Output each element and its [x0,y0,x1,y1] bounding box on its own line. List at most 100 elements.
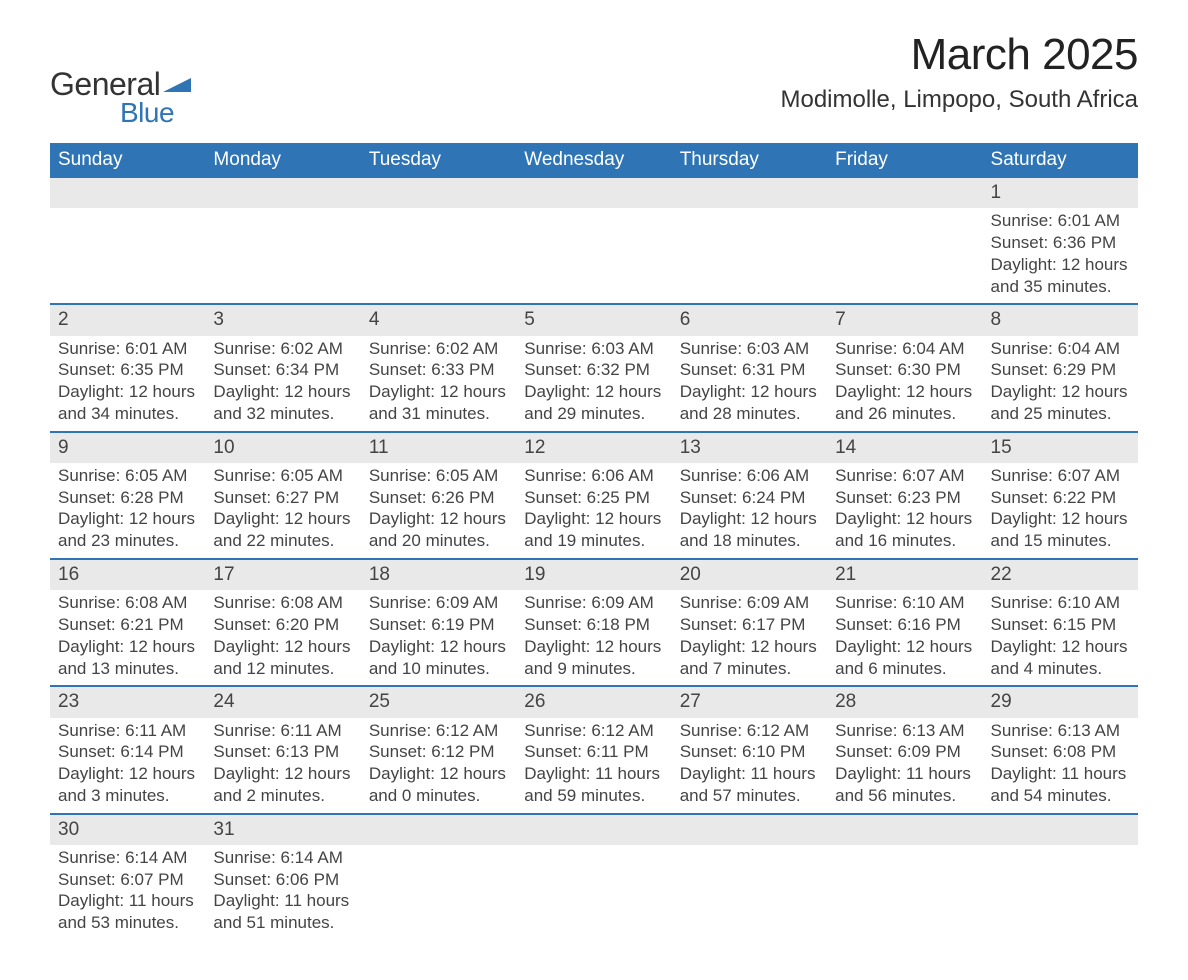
sunrise-line: Sunrise: 6:02 AM [369,338,508,360]
day-number: 5 [516,305,671,335]
daylight-line-2: and 56 minutes. [835,785,974,807]
sunrise-line: Sunrise: 6:08 AM [58,592,197,614]
day-number: 29 [983,687,1138,717]
sunset-line: Sunset: 6:19 PM [369,614,508,636]
day-cell: 19Sunrise: 6:09 AMSunset: 6:18 PMDayligh… [516,559,671,686]
sunrise-line: Sunrise: 6:09 AM [524,592,663,614]
sunrise-line: Sunrise: 6:05 AM [369,465,508,487]
page-header: General Blue March 2025 Modimolle, Limpo… [50,30,1138,129]
day-cell [205,178,360,304]
week-row: 9Sunrise: 6:05 AMSunset: 6:28 PMDaylight… [50,432,1138,559]
day-cell: 23Sunrise: 6:11 AMSunset: 6:14 PMDayligh… [50,686,205,813]
daylight-line-1: Daylight: 12 hours [835,508,974,530]
daylight-line-1: Daylight: 12 hours [524,636,663,658]
week-row: 23Sunrise: 6:11 AMSunset: 6:14 PMDayligh… [50,686,1138,813]
sunset-line: Sunset: 6:29 PM [991,359,1130,381]
day-cell: 17Sunrise: 6:08 AMSunset: 6:20 PMDayligh… [205,559,360,686]
sunset-line: Sunset: 6:36 PM [991,232,1130,254]
daylight-line-2: and 35 minutes. [991,276,1130,298]
day-cell [827,178,982,304]
daylight-line-2: and 13 minutes. [58,658,197,680]
empty-day-bar [516,815,671,845]
day-cell: 20Sunrise: 6:09 AMSunset: 6:17 PMDayligh… [672,559,827,686]
sunset-line: Sunset: 6:30 PM [835,359,974,381]
day-cell: 13Sunrise: 6:06 AMSunset: 6:24 PMDayligh… [672,432,827,559]
day-number: 4 [361,305,516,335]
daylight-line-2: and 51 minutes. [213,912,352,934]
daylight-line-1: Daylight: 12 hours [58,508,197,530]
sunrise-line: Sunrise: 6:12 AM [369,720,508,742]
day-number: 21 [827,560,982,590]
daylight-line-1: Daylight: 12 hours [680,636,819,658]
daylight-line-1: Daylight: 12 hours [991,254,1130,276]
sunrise-line: Sunrise: 6:10 AM [835,592,974,614]
sunset-line: Sunset: 6:26 PM [369,487,508,509]
day-number: 30 [50,815,205,845]
day-cell: 15Sunrise: 6:07 AMSunset: 6:22 PMDayligh… [983,432,1138,559]
daylight-line-1: Daylight: 11 hours [680,763,819,785]
daylight-line-1: Daylight: 12 hours [991,381,1130,403]
daylight-line-2: and 59 minutes. [524,785,663,807]
sunrise-line: Sunrise: 6:02 AM [213,338,352,360]
daylight-line-1: Daylight: 12 hours [369,381,508,403]
daylight-line-2: and 9 minutes. [524,658,663,680]
sunrise-line: Sunrise: 6:13 AM [991,720,1130,742]
day-cell: 8Sunrise: 6:04 AMSunset: 6:29 PMDaylight… [983,304,1138,431]
daylight-line-2: and 16 minutes. [835,530,974,552]
sunrise-line: Sunrise: 6:06 AM [680,465,819,487]
daylight-line-2: and 54 minutes. [991,785,1130,807]
day-cell: 16Sunrise: 6:08 AMSunset: 6:21 PMDayligh… [50,559,205,686]
daylight-line-1: Daylight: 12 hours [369,508,508,530]
sunrise-line: Sunrise: 6:13 AM [835,720,974,742]
daylight-line-2: and 28 minutes. [680,403,819,425]
day-cell: 10Sunrise: 6:05 AMSunset: 6:27 PMDayligh… [205,432,360,559]
sunset-line: Sunset: 6:11 PM [524,741,663,763]
daylight-line-2: and 53 minutes. [58,912,197,934]
day-number: 13 [672,433,827,463]
day-cell: 21Sunrise: 6:10 AMSunset: 6:16 PMDayligh… [827,559,982,686]
day-cell: 18Sunrise: 6:09 AMSunset: 6:19 PMDayligh… [361,559,516,686]
daylight-line-1: Daylight: 12 hours [58,636,197,658]
sunrise-line: Sunrise: 6:05 AM [213,465,352,487]
day-number: 6 [672,305,827,335]
daylight-line-1: Daylight: 11 hours [58,890,197,912]
daylight-line-2: and 34 minutes. [58,403,197,425]
day-number: 17 [205,560,360,590]
daylight-line-1: Daylight: 12 hours [213,763,352,785]
daylight-line-1: Daylight: 11 hours [213,890,352,912]
empty-day-bar [672,178,827,208]
day-number: 22 [983,560,1138,590]
sunrise-line: Sunrise: 6:05 AM [58,465,197,487]
daylight-line-1: Daylight: 12 hours [991,636,1130,658]
day-cell [516,178,671,304]
sunset-line: Sunset: 6:32 PM [524,359,663,381]
day-cell: 25Sunrise: 6:12 AMSunset: 6:12 PMDayligh… [361,686,516,813]
sunset-line: Sunset: 6:21 PM [58,614,197,636]
sunrise-line: Sunrise: 6:04 AM [835,338,974,360]
empty-day-bar [827,815,982,845]
daylight-line-1: Daylight: 12 hours [835,381,974,403]
empty-day-bar [516,178,671,208]
sunrise-line: Sunrise: 6:14 AM [213,847,352,869]
sunset-line: Sunset: 6:15 PM [991,614,1130,636]
daylight-line-2: and 19 minutes. [524,530,663,552]
daylight-line-2: and 12 minutes. [213,658,352,680]
daylight-line-2: and 23 minutes. [58,530,197,552]
daylight-line-1: Daylight: 12 hours [213,381,352,403]
empty-day-bar [361,815,516,845]
week-row: 1Sunrise: 6:01 AMSunset: 6:36 PMDaylight… [50,178,1138,304]
empty-day-bar [50,178,205,208]
week-row: 30Sunrise: 6:14 AMSunset: 6:07 PMDayligh… [50,814,1138,940]
daylight-line-2: and 32 minutes. [213,403,352,425]
daylight-line-2: and 25 minutes. [991,403,1130,425]
day-cell: 7Sunrise: 6:04 AMSunset: 6:30 PMDaylight… [827,304,982,431]
sunrise-line: Sunrise: 6:11 AM [213,720,352,742]
sunset-line: Sunset: 6:22 PM [991,487,1130,509]
day-number: 27 [672,687,827,717]
sunset-line: Sunset: 6:16 PM [835,614,974,636]
title-block: March 2025 Modimolle, Limpopo, South Afr… [780,30,1138,114]
daylight-line-2: and 6 minutes. [835,658,974,680]
day-cell [516,814,671,940]
dow-thursday: Thursday [672,143,827,178]
month-title: March 2025 [780,30,1138,80]
